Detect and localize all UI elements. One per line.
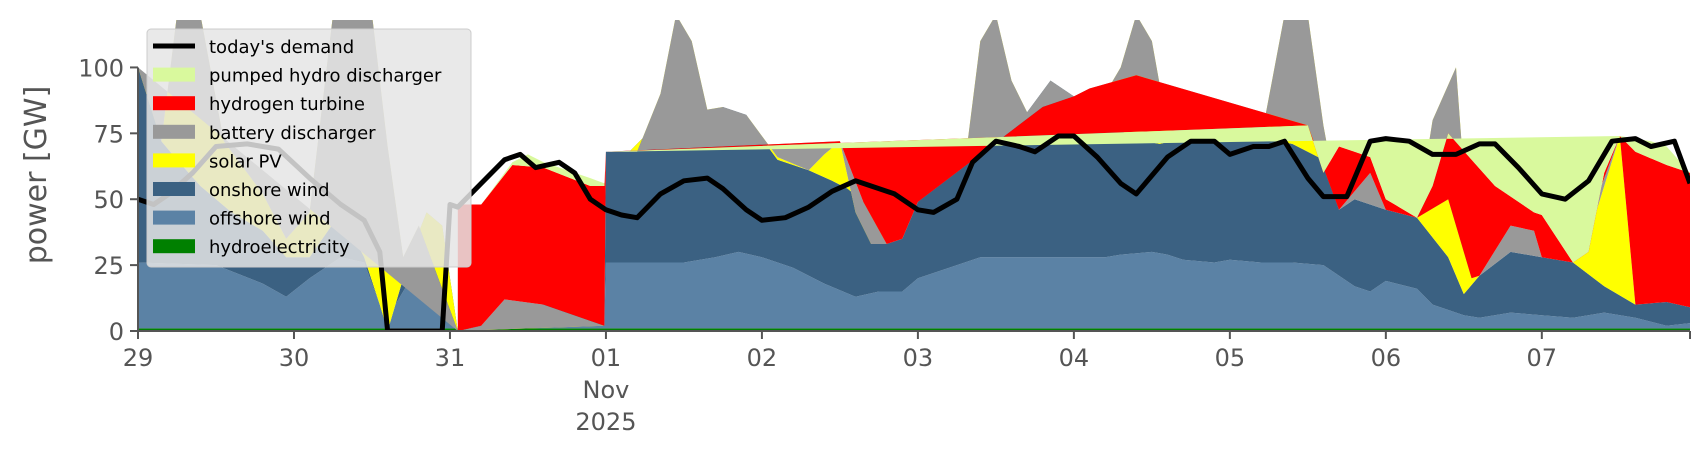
y-tick-label: 75 — [93, 120, 124, 148]
legend-swatch-offshore-wind — [153, 210, 195, 225]
legend-label-pumped-hydro-discharger: pumped hydro discharger — [209, 66, 442, 87]
y-tick-label: 0 — [109, 318, 124, 346]
x-tick-label: 29 — [123, 344, 154, 372]
area-pumped-hydro-discharger — [138, 67, 1690, 331]
area-onshore-wind — [138, 67, 1690, 331]
x-tick-label: 06 — [1371, 344, 1402, 372]
x-tick-label: 04 — [1059, 344, 1090, 372]
legend-swatch-hydroelectricity — [153, 239, 195, 254]
x-tick-label: 03 — [903, 344, 934, 372]
legend-label-today-s-demand: today's demand — [209, 37, 354, 58]
x-tick-label: 31 — [435, 344, 466, 372]
x-tick-label: 05 — [1215, 344, 1246, 372]
x-tick-label: 01 — [591, 344, 622, 372]
y-tick-label: 25 — [93, 252, 124, 280]
stacked-areas — [138, 20, 1690, 331]
legend-swatch-battery-discharger — [153, 124, 195, 139]
area-hydrogen-turbine — [138, 67, 1690, 331]
x-tick-month-label: Nov — [583, 376, 630, 404]
legend-label-onshore-wind: onshore wind — [209, 180, 330, 201]
legend-swatch-solar-pv — [153, 153, 195, 168]
legend-label-hydrogen-turbine: hydrogen turbine — [209, 94, 365, 115]
y-axis-title: power [GW] — [19, 86, 54, 265]
area-battery-discharger — [138, 20, 1690, 331]
legend: today's demand pumped hydro discharger hyd… — [146, 28, 472, 268]
x-tick-label: 02 — [747, 344, 778, 372]
x-tick-year-label: 2025 — [575, 408, 636, 436]
y-tick-label: 100 — [78, 54, 124, 82]
legend-swatch-pumped-hydro-discharger — [153, 67, 195, 82]
legend-swatch-onshore-wind — [153, 182, 195, 196]
legend-swatch-hydrogen-turbine — [153, 96, 195, 111]
y-axis: 0 25 50 75 100 — [78, 54, 139, 346]
line-today-s-demand — [138, 133, 1690, 331]
legend-label-battery-discharger: battery discharger — [209, 123, 376, 144]
y-tick-label: 50 — [93, 186, 124, 214]
legend-label-solar-pv: solar PV — [209, 151, 282, 172]
legend-label-hydroelectricity: hydroelectricity — [209, 237, 350, 258]
demand-line-layer — [138, 133, 1690, 331]
x-tick-label: 07 — [1527, 344, 1558, 372]
legend-box — [146, 28, 472, 268]
legend-label-offshore-wind: offshore wind — [209, 209, 331, 230]
x-axis: 29 30 31 01 Nov 2025 02 03 04 05 06 07 — [123, 330, 1691, 436]
x-tick-label: 30 — [279, 344, 310, 372]
